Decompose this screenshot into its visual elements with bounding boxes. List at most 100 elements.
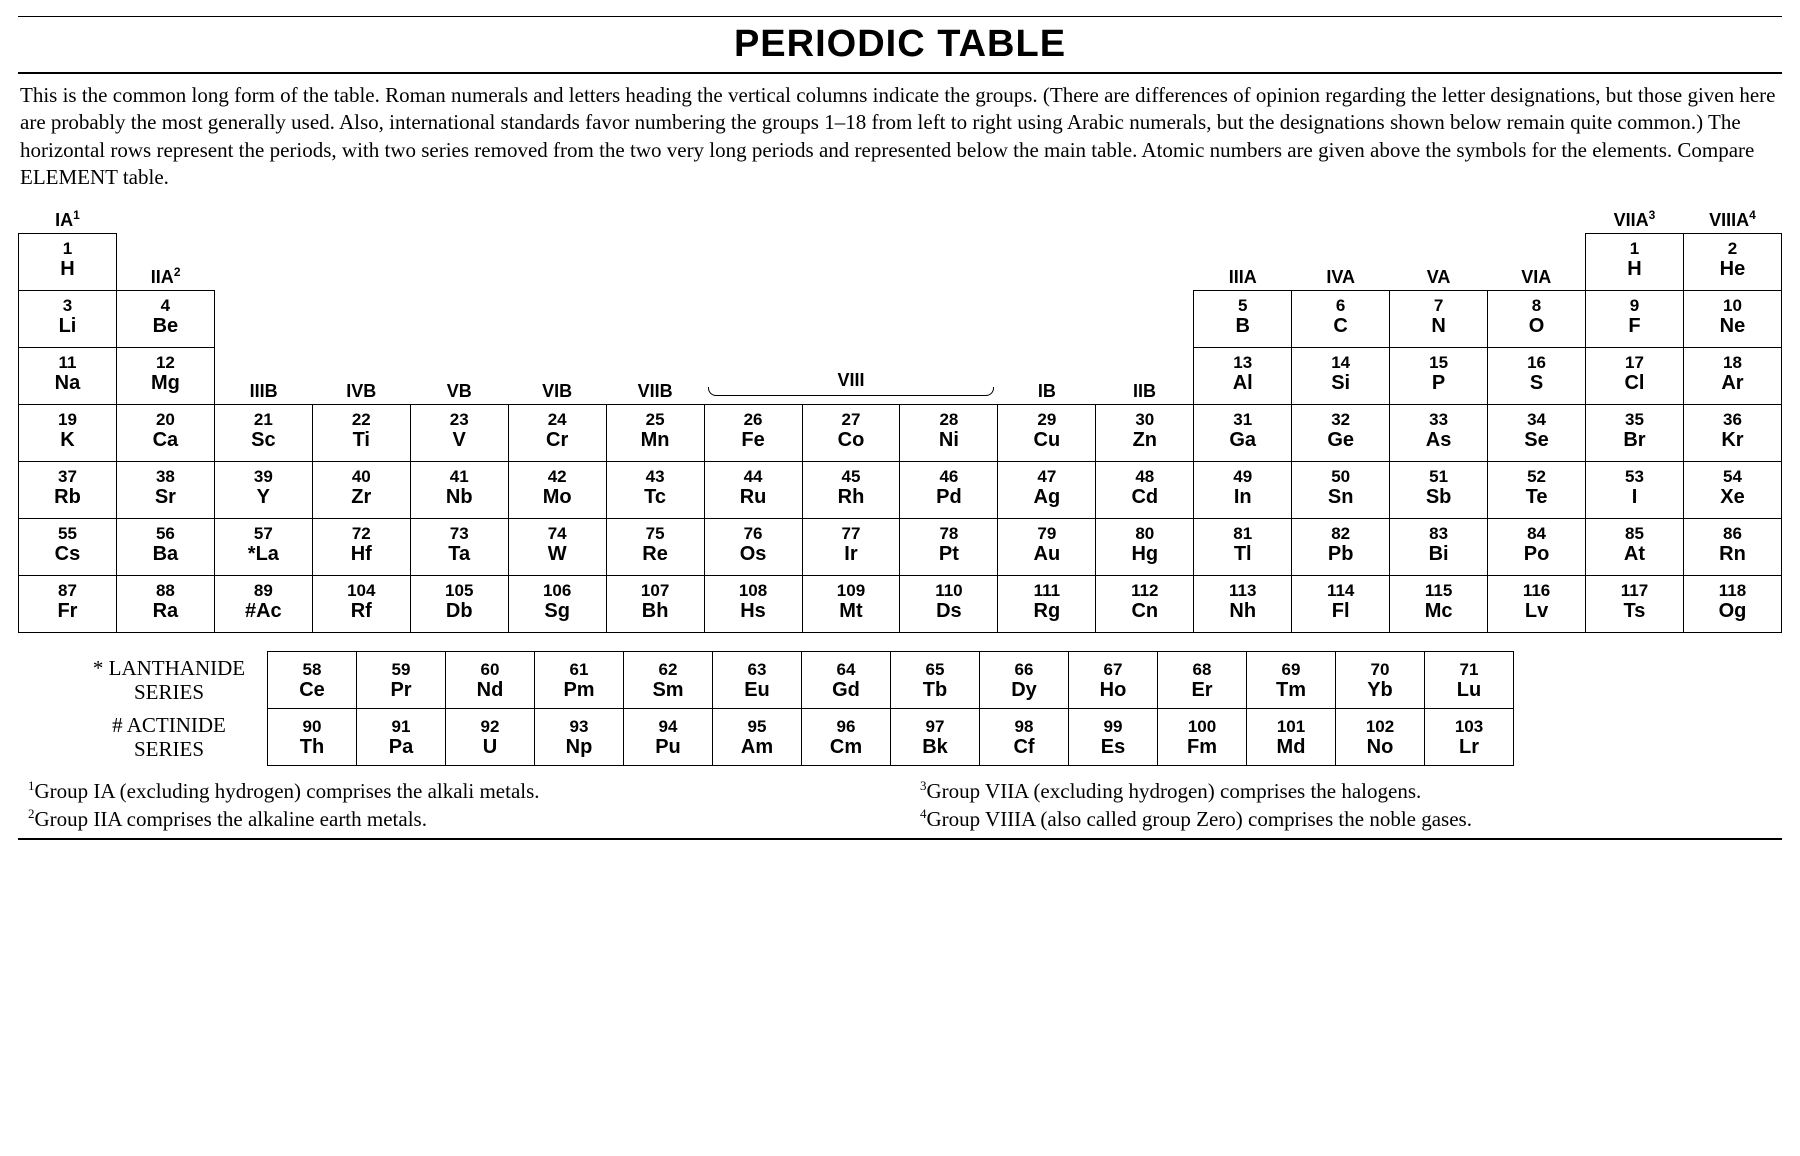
element-cell: 71Lu <box>1425 652 1514 709</box>
element-cell: 60Nd <box>446 652 535 709</box>
element-cell: 54Xe <box>1683 462 1781 519</box>
element-cell: 7N <box>1390 291 1488 348</box>
rule-under-title <box>18 72 1782 74</box>
element-cell: 74W <box>508 519 606 576</box>
element-cell: 50Sn <box>1292 462 1390 519</box>
element-cell: 62Sm <box>624 652 713 709</box>
element-cell: 73Ta <box>410 519 508 576</box>
element-cell: 92U <box>446 709 535 766</box>
element-cell: 40Zr <box>312 462 410 519</box>
element-cell: 105Db <box>410 576 508 633</box>
element-cell: 65Tb <box>891 652 980 709</box>
element-cell: 78Pt <box>900 519 998 576</box>
element-cell: 80Hg <box>1096 519 1194 576</box>
footnote-4: 4Group VIIIA (also called group Zero) co… <box>920 806 1772 832</box>
element-cell: 38Sr <box>116 462 214 519</box>
group-header-8: VIII <box>704 348 998 405</box>
element-cell: 118Og <box>1683 576 1781 633</box>
element-cell: 112Cn <box>1096 576 1194 633</box>
element-cell: 52Te <box>1488 462 1586 519</box>
group-header-5: VB <box>410 348 508 405</box>
page: PERIODIC TABLE This is the common long f… <box>18 16 1782 840</box>
element-cell: 89#Ac <box>214 576 312 633</box>
element-cell: 115Mc <box>1390 576 1488 633</box>
element-cell: 15P <box>1390 348 1488 405</box>
group-header-3: IIIB <box>214 348 312 405</box>
group-header-2: IIA2 <box>116 234 214 291</box>
element-cell: 51Sb <box>1390 462 1488 519</box>
element-cell: 72Hf <box>312 519 410 576</box>
element-cell: 114Fl <box>1292 576 1390 633</box>
element-cell: 96Cm <box>802 709 891 766</box>
element-cell: 29Cu <box>998 405 1096 462</box>
element-cell: 3Li <box>19 291 117 348</box>
group-header-1: IA1 <box>19 201 117 234</box>
element-cell: 110Ds <box>900 576 998 633</box>
element-cell: 18Ar <box>1683 348 1781 405</box>
group-header-11: IB <box>998 348 1096 405</box>
element-cell: 99Es <box>1069 709 1158 766</box>
element-cell: 97Bk <box>891 709 980 766</box>
element-cell: 41Nb <box>410 462 508 519</box>
lanthanide-label: * LANTHANIDESERIES <box>78 652 268 709</box>
element-cell: 4Be <box>116 291 214 348</box>
element-cell: 83Bi <box>1390 519 1488 576</box>
element-cell: 69Tm <box>1247 652 1336 709</box>
element-cell: 9F <box>1586 291 1684 348</box>
element-cell: 42Mo <box>508 462 606 519</box>
element-cell: 93Np <box>535 709 624 766</box>
footnote-2: 2Group IIA comprises the alkaline earth … <box>28 806 880 832</box>
element-cell: 32Ge <box>1292 405 1390 462</box>
element-cell: 107Bh <box>606 576 704 633</box>
element-cell: 58Ce <box>268 652 357 709</box>
element-cell: 98Cf <box>980 709 1069 766</box>
element-cell: 19K <box>19 405 117 462</box>
element-cell: 53I <box>1586 462 1684 519</box>
element-cell: 84Po <box>1488 519 1586 576</box>
element-cell: 100Fm <box>1158 709 1247 766</box>
element-cell: 90Th <box>268 709 357 766</box>
group-header-17: VIIA3 <box>1586 201 1684 234</box>
element-cell: 23V <box>410 405 508 462</box>
spacer <box>214 291 1193 348</box>
element-cell: 25Mn <box>606 405 704 462</box>
element-cell: 22Ti <box>312 405 410 462</box>
lanthanide-actinide-table: * LANTHANIDESERIES 58Ce 59Pr 60Nd 61Pm 6… <box>78 651 1514 766</box>
element-cell: 104Rf <box>312 576 410 633</box>
element-cell: 12Mg <box>116 348 214 405</box>
spacer <box>116 201 1585 234</box>
element-cell: 67Ho <box>1069 652 1158 709</box>
element-cell: 117Ts <box>1586 576 1684 633</box>
element-cell: 33As <box>1390 405 1488 462</box>
element-cell: 20Ca <box>116 405 214 462</box>
element-cell: 109Mt <box>802 576 900 633</box>
rule-bottom <box>18 838 1782 840</box>
element-cell: 102No <box>1336 709 1425 766</box>
element-cell: 16S <box>1488 348 1586 405</box>
element-cell: 75Re <box>606 519 704 576</box>
element-cell: 77Ir <box>802 519 900 576</box>
element-cell: 37Rb <box>19 462 117 519</box>
element-cell: 76Os <box>704 519 802 576</box>
element-cell: 68Er <box>1158 652 1247 709</box>
element-cell: 14Si <box>1292 348 1390 405</box>
element-cell: 64Gd <box>802 652 891 709</box>
element-cell: 45Rh <box>802 462 900 519</box>
footnote-1: 1Group IA (excluding hydrogen) comprises… <box>28 778 880 804</box>
element-cell: 81Tl <box>1194 519 1292 576</box>
series-block: * LANTHANIDESERIES 58Ce 59Pr 60Nd 61Pm 6… <box>18 651 1782 766</box>
element-cell: 48Cd <box>1096 462 1194 519</box>
group-header-12: IIB <box>1096 348 1194 405</box>
element-cell: 66Dy <box>980 652 1069 709</box>
element-cell: 1H <box>1586 234 1684 291</box>
element-cell: 103Lr <box>1425 709 1514 766</box>
element-cell: 116Lv <box>1488 576 1586 633</box>
element-cell: 94Pu <box>624 709 713 766</box>
group-header-15: VA <box>1390 234 1488 291</box>
group-header-16: VIA <box>1488 234 1586 291</box>
page-title: PERIODIC TABLE <box>18 23 1782 66</box>
group-header-18: VIIIA4 <box>1683 201 1781 234</box>
footnotes: 1Group IA (excluding hydrogen) comprises… <box>28 776 1772 834</box>
element-cell: 63Eu <box>713 652 802 709</box>
element-cell: 24Cr <box>508 405 606 462</box>
